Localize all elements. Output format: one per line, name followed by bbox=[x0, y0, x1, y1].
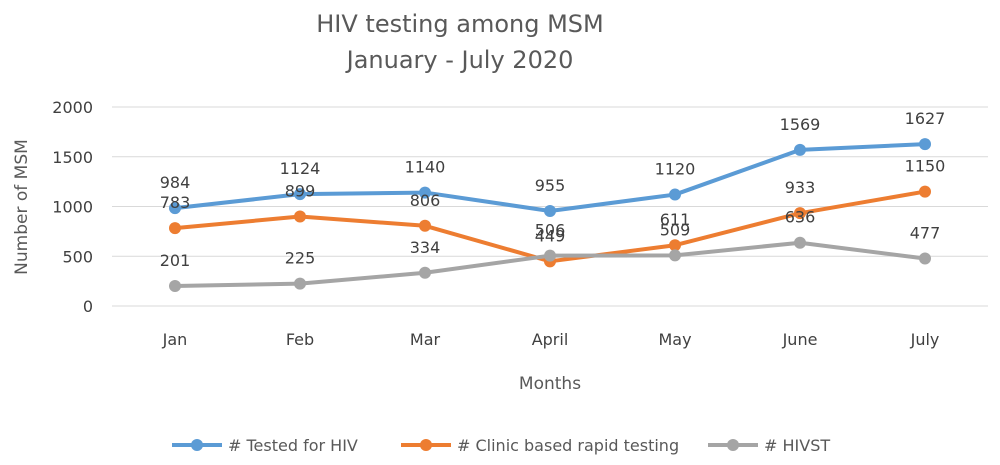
data-label: 449 bbox=[535, 226, 566, 245]
y-tick-label: 0 bbox=[83, 297, 93, 316]
data-label: 1627 bbox=[905, 109, 946, 128]
legend: # Tested for HIV # Clinic based rapid tes… bbox=[172, 436, 830, 455]
data-label: 1120 bbox=[655, 160, 696, 179]
data-label: 955 bbox=[535, 176, 566, 195]
data-point bbox=[294, 210, 306, 223]
legend-label: # HIVST bbox=[764, 436, 830, 455]
data-point bbox=[169, 202, 181, 215]
legend-item: # Tested for HIV bbox=[172, 436, 358, 455]
legend-label: # Tested for HIV bbox=[228, 436, 358, 455]
data-label: 509 bbox=[660, 220, 691, 239]
x-tick-label: Feb bbox=[286, 330, 314, 349]
data-point bbox=[919, 252, 931, 265]
data-point bbox=[419, 186, 431, 199]
y-tick-label: 1500 bbox=[52, 148, 93, 167]
data-point bbox=[669, 239, 681, 252]
data-label: 225 bbox=[285, 249, 316, 268]
data-labels: 984 1124 1140 955 1120 1569 1627 783 899 806 449 61… bbox=[160, 109, 946, 270]
data-point bbox=[419, 219, 431, 232]
x-axis-label: Months bbox=[519, 374, 581, 394]
data-label: 506 bbox=[535, 221, 566, 240]
legend-marker bbox=[420, 439, 432, 451]
x-axis-ticks: Jan Feb Mar April May June July bbox=[162, 330, 940, 349]
data-label: 806 bbox=[410, 191, 441, 210]
data-point bbox=[544, 249, 556, 262]
data-point bbox=[794, 207, 806, 220]
x-tick-label: Mar bbox=[410, 330, 441, 349]
data-point bbox=[169, 280, 181, 293]
x-tick-label: June bbox=[782, 330, 818, 349]
series-1 bbox=[169, 138, 931, 217]
data-point bbox=[294, 188, 306, 201]
legend-marker bbox=[727, 439, 739, 451]
data-label: 477 bbox=[910, 224, 941, 243]
chart-title: HIV testing among MSM bbox=[316, 10, 604, 38]
data-point bbox=[669, 249, 681, 262]
y-tick-label: 2000 bbox=[52, 98, 93, 117]
data-label: 611 bbox=[660, 210, 691, 229]
data-point bbox=[544, 204, 556, 217]
data-point bbox=[294, 277, 306, 290]
series-3 bbox=[169, 236, 931, 293]
y-tick-label: 500 bbox=[62, 247, 93, 266]
data-point bbox=[794, 143, 806, 156]
x-tick-label: April bbox=[532, 330, 569, 349]
legend-label: # Clinic based rapid testing bbox=[457, 436, 679, 455]
data-label: 636 bbox=[785, 208, 816, 227]
data-point bbox=[919, 185, 931, 198]
data-point bbox=[794, 236, 806, 249]
y-axis-ticks: 0 500 1000 1500 2000 bbox=[52, 98, 93, 316]
data-label: 783 bbox=[160, 193, 191, 212]
legend-marker bbox=[191, 439, 203, 451]
data-label: 1140 bbox=[405, 158, 446, 177]
chart-subtitle: January - July 2020 bbox=[345, 46, 574, 74]
data-label: 899 bbox=[285, 182, 316, 201]
data-point bbox=[669, 188, 681, 201]
legend-item: # HIVST bbox=[708, 436, 830, 455]
x-tick-label: July bbox=[910, 330, 940, 349]
data-point bbox=[169, 222, 181, 235]
data-label: 201 bbox=[160, 251, 191, 270]
data-point bbox=[919, 138, 931, 151]
data-label: 1150 bbox=[905, 157, 946, 176]
y-tick-label: 1000 bbox=[52, 198, 93, 217]
y-axis-label: Number of MSM bbox=[12, 139, 32, 275]
x-tick-label: May bbox=[658, 330, 691, 349]
data-label: 1124 bbox=[280, 159, 321, 178]
data-label: 984 bbox=[160, 173, 191, 192]
legend-item: # Clinic based rapid testing bbox=[401, 436, 679, 455]
x-tick-label: Jan bbox=[162, 330, 188, 349]
data-point bbox=[419, 266, 431, 279]
data-label: 933 bbox=[785, 178, 816, 197]
series-layer bbox=[169, 138, 931, 293]
data-label: 1569 bbox=[780, 115, 821, 134]
data-label: 334 bbox=[410, 238, 441, 257]
